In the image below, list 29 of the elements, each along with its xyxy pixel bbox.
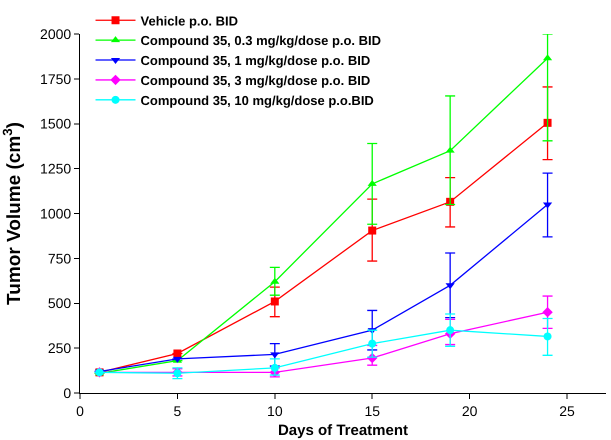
point: [544, 332, 552, 340]
legend-label: Compound 35, 3 mg/kg/dose p.o. BID: [140, 73, 370, 88]
y-tick-label: 250: [48, 340, 72, 356]
y-tick-label: 500: [48, 295, 72, 312]
x-tick-label: 20: [462, 402, 478, 419]
x-tick-label: 10: [267, 402, 283, 419]
x-axis-title: Days of Treatment: [278, 422, 408, 439]
legend-label: Compound 35, 0.3 mg/kg/dose p.o. BID: [140, 33, 382, 48]
y-tick-label: 1750: [40, 70, 72, 87]
point: [368, 226, 376, 235]
point: [446, 326, 454, 334]
y-tick-label: 2000: [40, 26, 72, 42]
point: [542, 307, 553, 318]
y-tick-label: 1000: [40, 205, 72, 222]
x-tick-label: 15: [364, 402, 380, 419]
x-tick-label: 0: [76, 402, 84, 419]
y-tick-label: 0: [63, 384, 72, 401]
y-tick-label: 1250: [40, 160, 72, 177]
point: [270, 297, 279, 306]
y-tick-label: 1500: [40, 116, 72, 132]
point: [368, 340, 376, 348]
x-tick-label: 5: [174, 402, 182, 419]
x-tick-label: 25: [559, 402, 576, 419]
legend-label: Vehicle p.o. BID: [140, 13, 238, 28]
point: [173, 350, 182, 358]
point: [270, 364, 279, 372]
y-tick-label: 750: [48, 250, 72, 266]
legend-label: Compound 35, 10 mg/kg/dose p.o.BID: [140, 92, 374, 108]
legend-label: Compound 35, 1 mg/kg/dose p.o. BID: [140, 53, 370, 68]
